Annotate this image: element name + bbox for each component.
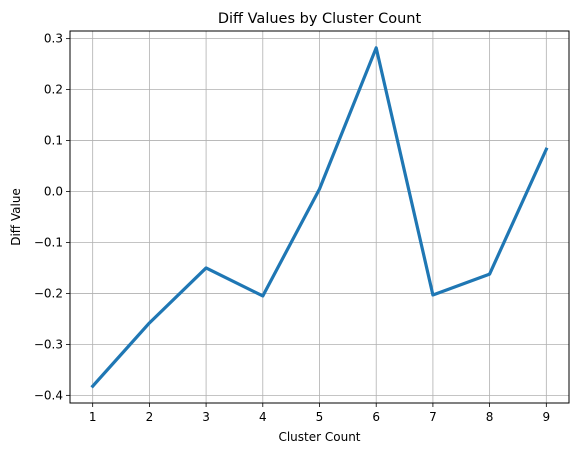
x-tick-label: 1 <box>89 410 97 424</box>
y-tick-label: −0.1 <box>34 235 63 249</box>
x-tick-label: 3 <box>202 410 210 424</box>
x-tick-label: 8 <box>486 410 494 424</box>
y-axis-label: Diff Value <box>9 188 23 246</box>
x-tick-label: 7 <box>429 410 437 424</box>
x-tick-label: 4 <box>259 410 267 424</box>
x-axis-label: Cluster Count <box>278 430 360 444</box>
x-tick-label: 2 <box>146 410 154 424</box>
x-tick-label: 5 <box>316 410 324 424</box>
chart-title: Diff Values by Cluster Count <box>218 11 422 27</box>
x-tick-label: 6 <box>372 410 380 424</box>
y-tick-label: 0.2 <box>44 83 63 97</box>
y-tick-label: 0.0 <box>44 185 63 199</box>
y-tick-label: −0.3 <box>34 337 63 351</box>
y-tick-label: 0.1 <box>44 134 63 148</box>
y-tick-label: −0.4 <box>34 388 63 402</box>
y-tick-label: 0.3 <box>44 32 63 46</box>
x-tick-label: 9 <box>542 410 550 424</box>
y-tick-label: −0.2 <box>34 286 63 300</box>
